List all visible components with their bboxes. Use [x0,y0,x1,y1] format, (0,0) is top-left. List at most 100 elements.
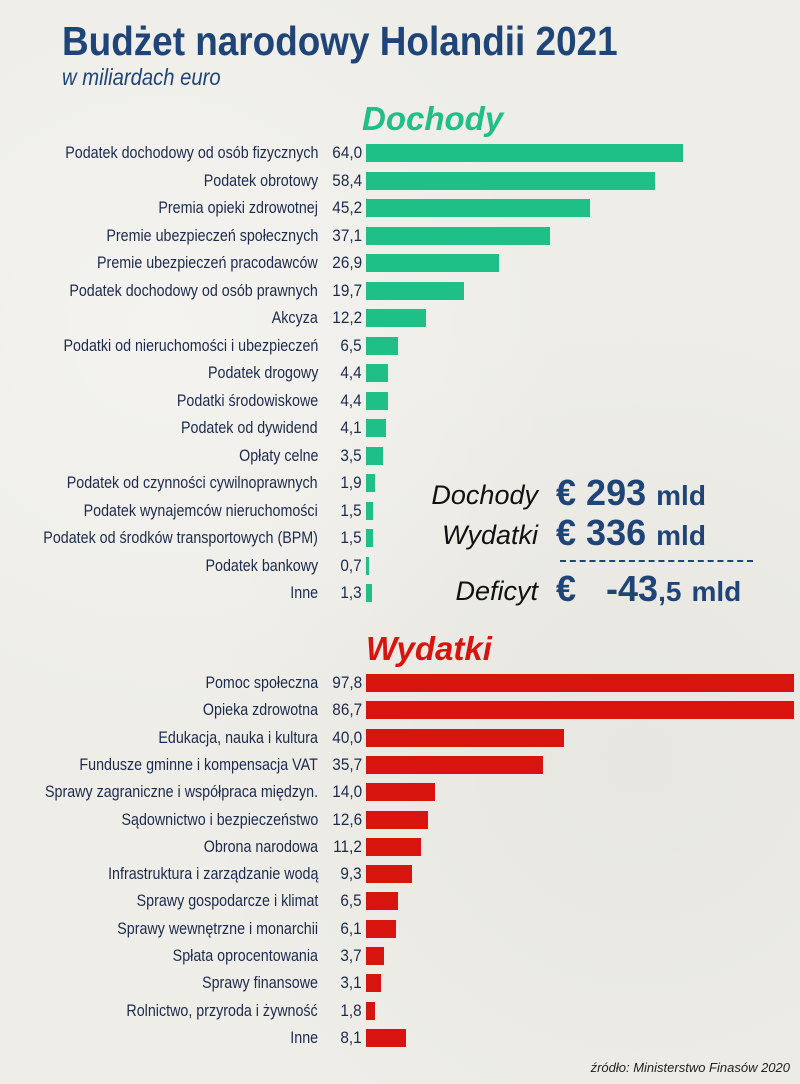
expense-bar [366,755,543,774]
income-bar [366,226,550,245]
expense-category-label: Sprawy zagraniczne i współpraca międzyn. [44,782,318,802]
summary-deficit-amount: -43 [606,568,659,609]
expense-bar [366,1028,407,1047]
chart-subtitle: w miliardach euro [62,64,221,90]
income-category-label: Premie ubezpieczeń społecznych [106,225,318,245]
summary-expense-value: € 336 mld [556,512,706,554]
summary-expense-amount: 336 [586,512,647,553]
expense-bar [366,783,436,802]
income-value-label: 1,3 [340,583,362,602]
summary-divider [560,560,753,562]
summary-expense-label: Wydatki [441,520,538,550]
income-value-label: 45,2 [332,198,362,217]
expense-bar [366,1001,375,1020]
income-bar [366,391,388,410]
income-bar [366,199,590,217]
income-value-label: 6,5 [340,335,362,355]
expense-value-label: 14,0 [332,782,362,802]
income-value-label: 3,5 [340,445,362,465]
expense-value-label: 1,8 [340,1000,362,1020]
income-category-label: Podatek bankowy [205,555,318,575]
income-bar [366,171,656,190]
expense-value-label: 11,2 [333,836,362,856]
chart-title: Budżet narodowy Holandii 2021 [62,18,618,64]
income-category-label: Opłaty celne [238,445,318,465]
expense-value-label: 97,8 [332,673,362,692]
income-category-label: Premia opieki zdrowotnej [158,198,318,217]
income-category-label: Premie ubezpieczeń pracodawców [97,253,318,272]
income-value-label: 1,5 [340,528,362,547]
expense-category-label: Edukacja, nauka i kultura [158,727,318,747]
expense-category-label: Inne [290,1027,318,1047]
expense-category-label: Opieka zdrowotna [202,700,318,720]
income-category-label: Podatek dochodowy od osób fizycznych [64,143,318,162]
summary-income-unit: mld [656,480,706,511]
source-note: źródło: Ministerstwo Finasów 2020 [590,1060,790,1075]
income-category-label: Inne [290,583,318,602]
expense-bar [366,701,794,720]
expense-bar [366,674,794,692]
summary-deficit-prefix: € [556,568,577,609]
income-value-label: 1,9 [340,473,362,492]
income-bar [366,254,500,272]
income-bar [366,364,388,382]
income-value-label: 0,7 [340,555,362,575]
expense-bar [366,865,413,884]
income-category-label: Podatek dochodowy od osób prawnych [69,280,318,300]
income-bar [366,556,370,575]
expense-bar [366,837,422,856]
income-bar [366,419,387,437]
summary-deficit-decimal: ,5 [658,576,682,607]
income-category-label: Podatek od środków transportowych (BPM) [43,528,318,547]
expense-category-label: Rolnictwo, przyroda i żywność [126,1000,318,1020]
summary-income-label: Dochody [431,480,538,510]
expense-value-label: 6,5 [340,891,362,911]
expense-value-label: 9,3 [340,864,362,884]
summary-deficit-label: Deficyt [455,576,538,606]
expense-value-label: 3,7 [340,946,362,965]
income-value-label: 4,1 [340,418,362,437]
income-value-label: 1,5 [340,500,362,520]
income-category-label: Podatki od nieruchomości i ubezpieczeń [63,335,318,355]
expense-bar [366,728,564,747]
expense-category-label: Sprawy gospodarcze i klimat [136,891,318,911]
expense-value-label: 86,7 [332,700,362,720]
summary-income-amount: 293 [586,472,647,513]
expense-bar [366,892,399,911]
summary-income-value: € 293 mld [556,472,706,514]
expense-category-label: Sądownictwo i bezpieczeństwo [121,809,318,829]
income-category-label: Podatek od dywidend [181,418,318,437]
income-bar [366,529,374,547]
income-value-label: 37,1 [332,225,362,245]
income-category-label: Podatek drogowy [207,363,318,382]
expense-value-label: 3,1 [340,973,362,993]
income-bar [366,584,373,602]
income-value-label: 58,4 [332,170,362,190]
expense-category-label: Sprawy finansowe [202,973,318,993]
expense-category-label: Fundusze gminne i kompensacja VAT [79,754,318,774]
income-category-label: Podatek od czynności cywilnoprawnych [67,473,318,492]
income-bar [366,501,374,520]
expense-bar [366,974,382,993]
income-value-label: 19,7 [332,280,362,300]
income-heading: Dochody [362,100,504,137]
income-value-label: 26,9 [332,253,362,272]
summary-income-prefix: € [556,472,577,513]
income-value-label: 4,4 [340,390,362,410]
income-value-label: 64,0 [332,143,362,162]
expense-category-label: Pomoc społeczna [205,673,318,692]
expense-category-label: Obrona narodowa [203,836,318,856]
income-category-label: Podatek obrotowy [203,170,318,190]
expense-value-label: 35,7 [332,754,362,774]
income-value-label: 12,2 [332,308,362,327]
income-bar [366,144,683,162]
expense-category-label: Infrastruktura i zarządzanie wodą [107,864,318,884]
income-category-label: Podatek wynajemców nieruchomości [83,500,318,520]
income-value-label: 4,4 [340,363,362,382]
income-bar [366,336,399,355]
expense-value-label: 6,1 [340,918,362,938]
expense-value-label: 12,6 [332,809,362,829]
expense-value-label: 40,0 [332,727,362,747]
summary-expense-prefix: € [556,512,577,553]
income-bar [366,309,427,327]
